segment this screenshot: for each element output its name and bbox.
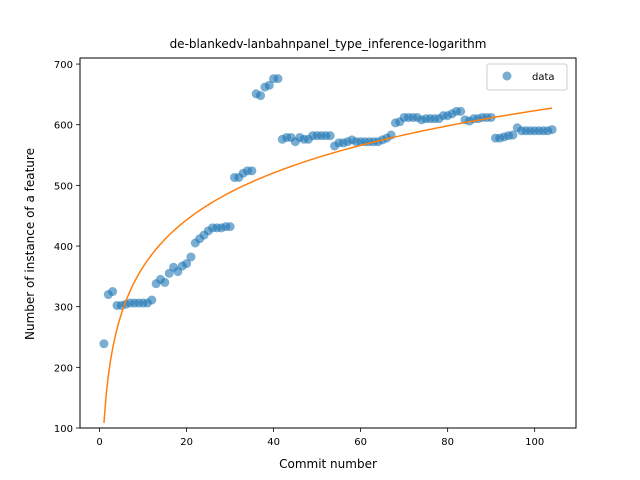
x-tick-label: 0 bbox=[96, 437, 102, 448]
data-point bbox=[247, 166, 257, 176]
x-axis-label: Commit number bbox=[279, 457, 377, 471]
x-tick-label: 60 bbox=[354, 437, 367, 448]
legend-label: data bbox=[532, 72, 555, 83]
y-tick-label: 100 bbox=[54, 424, 73, 435]
plot-area bbox=[99, 74, 557, 424]
fit-line bbox=[103, 107, 553, 424]
data-point bbox=[147, 295, 157, 305]
y-axis-label: Number of instance of a feature bbox=[23, 148, 37, 340]
y-tick-label: 300 bbox=[54, 303, 73, 314]
chart-title: de-blankedv-lanbahnpanel_type_inference-… bbox=[170, 37, 487, 51]
data-point bbox=[160, 277, 170, 287]
data-point bbox=[547, 125, 557, 135]
y-tick-label: 400 bbox=[54, 242, 73, 253]
x-tick-label: 100 bbox=[525, 437, 544, 448]
x-tick-label: 80 bbox=[441, 437, 454, 448]
data-point bbox=[108, 287, 118, 297]
data-point bbox=[256, 91, 266, 101]
data-point bbox=[273, 74, 283, 84]
x-axis: 0 20 40 60 80 100 bbox=[96, 428, 544, 448]
y-axis: 100 200 300 400 500 600 700 bbox=[54, 60, 80, 435]
data-point bbox=[186, 252, 196, 262]
data-point bbox=[456, 106, 466, 116]
legend-frame bbox=[486, 63, 568, 91]
data-point bbox=[508, 130, 518, 140]
legend: data bbox=[486, 63, 568, 91]
data-point bbox=[264, 80, 274, 90]
data-point bbox=[325, 131, 335, 141]
y-tick-label: 200 bbox=[54, 363, 73, 374]
y-tick-label: 700 bbox=[54, 60, 73, 71]
x-tick-label: 20 bbox=[180, 437, 193, 448]
x-tick-label: 40 bbox=[267, 437, 280, 448]
legend-marker bbox=[502, 71, 512, 81]
y-tick-label: 500 bbox=[54, 181, 73, 192]
plot-frame bbox=[79, 57, 577, 429]
y-tick-label: 600 bbox=[54, 121, 73, 132]
data-point bbox=[99, 339, 109, 349]
data-point bbox=[225, 222, 235, 232]
data-point bbox=[182, 259, 192, 269]
